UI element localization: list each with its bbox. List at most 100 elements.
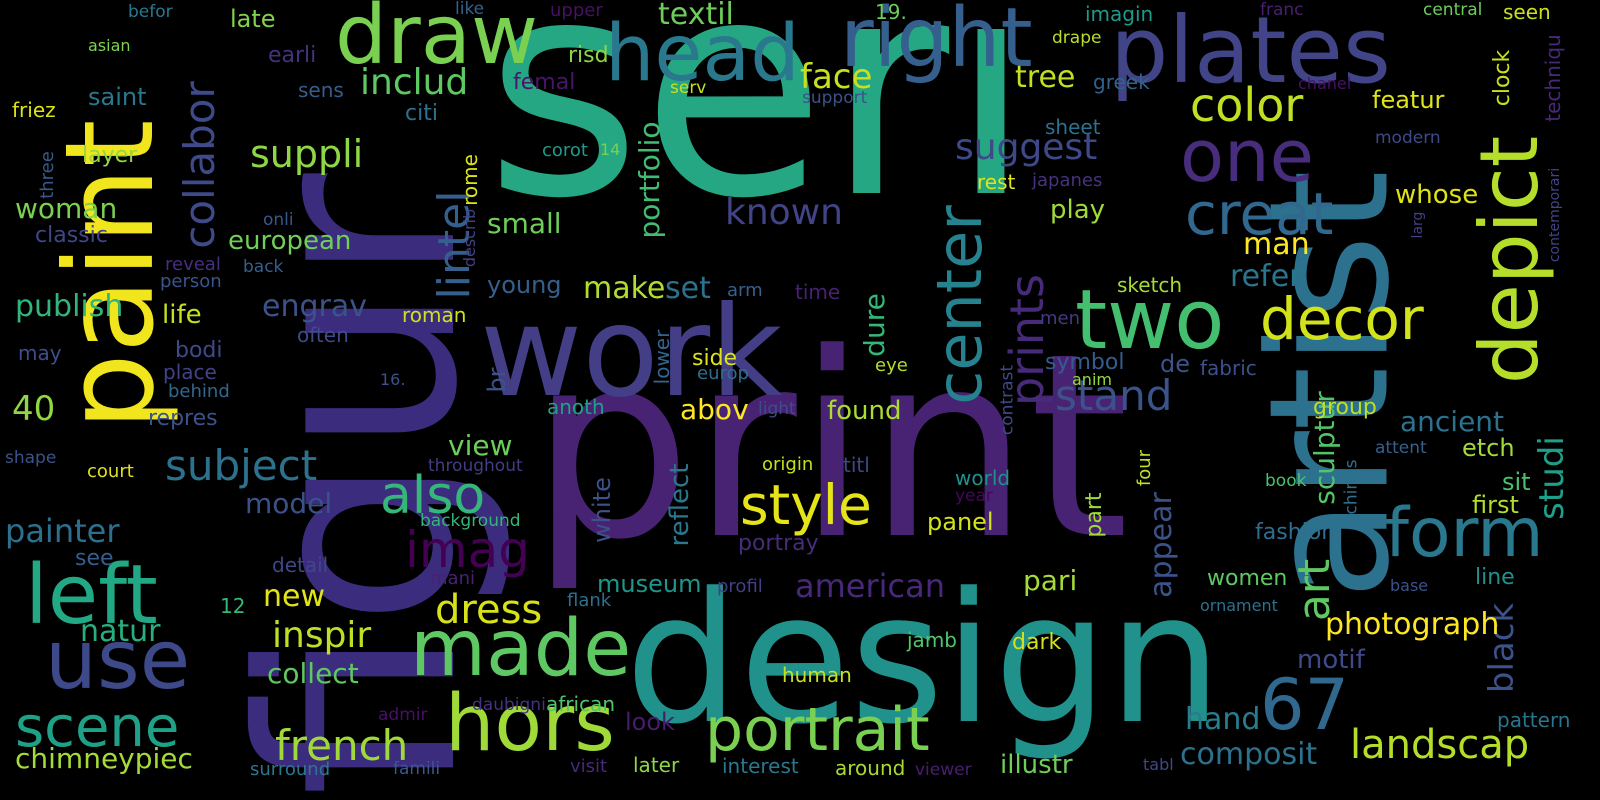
word-portfolio: portfolio (633, 121, 666, 239)
word-behind: behind (168, 381, 230, 402)
word-sheet: sheet (1045, 115, 1101, 139)
word-late: late (230, 5, 276, 33)
word-repres: repres (148, 406, 218, 431)
word-japanes: japanes (1032, 170, 1103, 191)
word-see: see (75, 546, 114, 571)
word-subject: subject (165, 441, 318, 490)
word-painter: painter (5, 512, 120, 550)
word-plates: plates (1110, 0, 1391, 104)
word-make: make (583, 271, 666, 306)
word-admir: admir (378, 705, 428, 725)
word-place: place (163, 360, 217, 384)
word-man: man (1243, 227, 1310, 262)
word-tabl: tabl (1143, 755, 1174, 774)
word-look: look (625, 708, 675, 736)
word-engrav: engrav (262, 289, 367, 324)
word-first: first (1472, 491, 1519, 519)
word-symbol: symbol (1045, 350, 1125, 375)
word-famili: famili (393, 759, 441, 779)
word-portrait: portrait (705, 695, 930, 765)
word-franc: franc (1260, 0, 1304, 20)
word-stand: stand (1055, 371, 1173, 420)
word-reflect: reflect (665, 463, 695, 547)
word-european: european (228, 226, 352, 256)
word-work: work (480, 280, 783, 425)
word-play: play (1050, 195, 1106, 225)
word-design: design (625, 555, 1223, 764)
word-saint: saint (88, 83, 147, 111)
word-african: african (546, 692, 616, 716)
word-serv: serv (670, 78, 707, 98)
word-describ: describ (460, 208, 479, 268)
word-museum: museum (597, 570, 702, 598)
word-men: men (1040, 308, 1081, 329)
word-around: around (835, 756, 906, 780)
word-detail: detail (272, 553, 329, 577)
word-hand: hand (1185, 702, 1261, 737)
word-rome: rome (458, 154, 482, 206)
word-suppli: suppli (250, 132, 364, 176)
word-line: line (1475, 565, 1515, 590)
word-40: 40 (12, 389, 56, 429)
word-side: side (692, 346, 738, 371)
word-viewer: viewer (915, 760, 972, 780)
word-use: use (45, 613, 191, 708)
word-publish: publish (15, 289, 124, 324)
word-light: light (758, 399, 796, 419)
word-de: de (1160, 350, 1190, 378)
word-center: center (923, 205, 996, 405)
word-friez: friez (12, 98, 56, 122)
word-back: back (243, 257, 284, 277)
word-ornament: ornament (1200, 596, 1278, 615)
word-arm: arm (727, 280, 763, 301)
word-person: person (160, 271, 222, 292)
word-chimneypiec: chimneypiec (15, 742, 193, 775)
word-style: style (740, 473, 872, 537)
word-etch: etch (1462, 434, 1515, 462)
word-found: found (827, 396, 902, 426)
word-sit: sit (1502, 468, 1531, 496)
word-jamb: jamb (907, 628, 957, 652)
word-creat: creat (1185, 180, 1334, 248)
word-three: three (37, 151, 58, 199)
word-mani: mani (430, 568, 475, 589)
word-earli: earli (268, 43, 317, 68)
word-textil: textil (658, 0, 734, 32)
word-asian: asian (88, 36, 131, 55)
word-seen: seen (1503, 0, 1551, 24)
word-american: american (795, 567, 945, 605)
word-support: support (802, 88, 868, 108)
word-classic: classic (35, 223, 108, 248)
word-onli: onli (263, 210, 294, 230)
word-12: 12 (220, 594, 246, 618)
word-67: 67 (1260, 664, 1350, 746)
word-reveal: reveal (165, 254, 221, 275)
word-view: view (448, 429, 513, 462)
word-set: set (665, 271, 711, 306)
word-woman: woman (15, 192, 118, 225)
word-visit: visit (570, 756, 608, 777)
word-abov: abov (680, 393, 749, 426)
word-french: french (275, 721, 409, 770)
word-head: head (605, 9, 800, 99)
word-titl: titl (843, 453, 870, 477)
word-photograph: photograph (1325, 607, 1500, 642)
word-risd: risd (568, 43, 609, 68)
word-left: left (25, 548, 158, 643)
word-base: base (1390, 576, 1429, 595)
word-two: two (1075, 273, 1225, 368)
word-pari: pari (1023, 564, 1078, 597)
word-greek: greek (1093, 70, 1150, 94)
word-women: women (1207, 566, 1288, 591)
word-art: art (1289, 558, 1340, 622)
word-part: part (1082, 492, 1107, 538)
word-dure: dure (858, 293, 891, 357)
word-landscap: landscap (1350, 722, 1530, 768)
word-dress: dress (435, 587, 543, 633)
word-scene: scene (15, 695, 180, 760)
word-print: print (530, 299, 1130, 596)
word-portray: portray (738, 531, 819, 556)
word-19: 19. (875, 0, 907, 24)
word-new: new (263, 579, 326, 614)
word-decor: decor (1260, 285, 1424, 353)
